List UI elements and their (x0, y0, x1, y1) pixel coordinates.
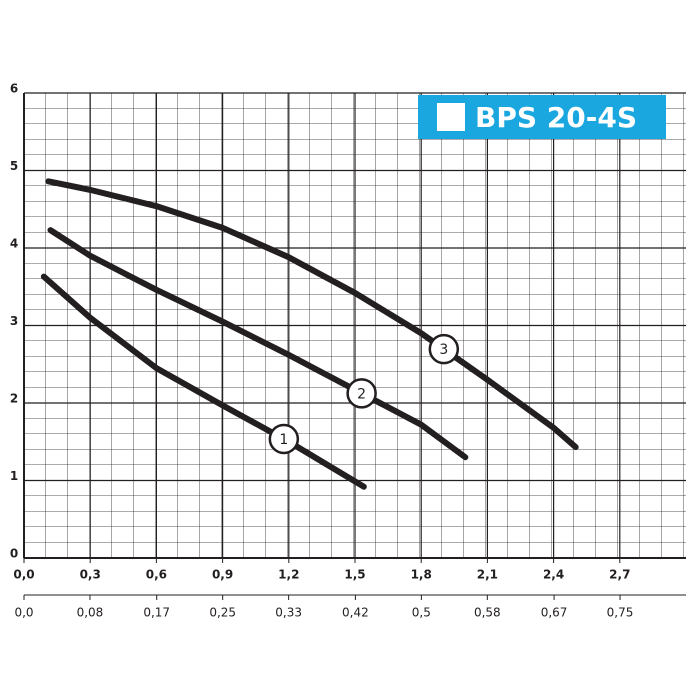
x-tick-label: 0,0 (13, 568, 34, 582)
x2-tick-label: 0,42 (342, 606, 369, 620)
x-tick-label: 0,6 (146, 568, 167, 582)
x-tick-label: 0,9 (212, 568, 233, 582)
curve-label: 3 (439, 342, 448, 358)
x2-tick-label: 0,25 (209, 606, 236, 620)
x2-tick-label: 0,67 (541, 606, 568, 620)
x-tick-label: 2,4 (543, 568, 564, 582)
chart-title: BPS 20-4S (475, 101, 637, 134)
x-tick-label: 1,5 (344, 568, 365, 582)
curve (45, 178, 579, 451)
curve-label: 2 (357, 386, 366, 402)
x-tick-label: 2,1 (477, 568, 498, 582)
x2-tick-label: 0,08 (77, 606, 104, 620)
x-tick-label: 1,2 (278, 568, 299, 582)
curve-label-circle (268, 423, 300, 455)
y-tick-label: 3 (10, 314, 18, 328)
y-tick-label: 4 (10, 237, 18, 251)
curve-label-circle (428, 333, 460, 365)
x-tick-label: 1,8 (411, 568, 432, 582)
y-tick-label: 0 (10, 547, 18, 561)
y-tick-label: 5 (10, 159, 18, 173)
curve (47, 227, 469, 461)
x2-tick-label: 0,58 (474, 606, 501, 620)
title-box: BPS 20-4S (418, 95, 666, 139)
title-square (437, 103, 465, 131)
y-tick-label: 2 (10, 392, 18, 406)
x2-tick-label: 0,33 (275, 606, 302, 620)
x2-tick-label: 0,75 (607, 606, 634, 620)
x-tick-label: 2,7 (609, 568, 630, 582)
x2-tick-label: 0,0 (14, 606, 33, 620)
y-tick-label: 1 (10, 469, 18, 483)
x2-tick-label: 0,5 (412, 606, 431, 620)
curve (40, 273, 367, 490)
x-tick-label: 0,3 (80, 568, 101, 582)
curve-label: 1 (279, 432, 288, 448)
curve-label-circle (346, 378, 377, 409)
y-tick-label: 6 (10, 82, 18, 96)
x2-tick-label: 0,17 (143, 606, 170, 620)
